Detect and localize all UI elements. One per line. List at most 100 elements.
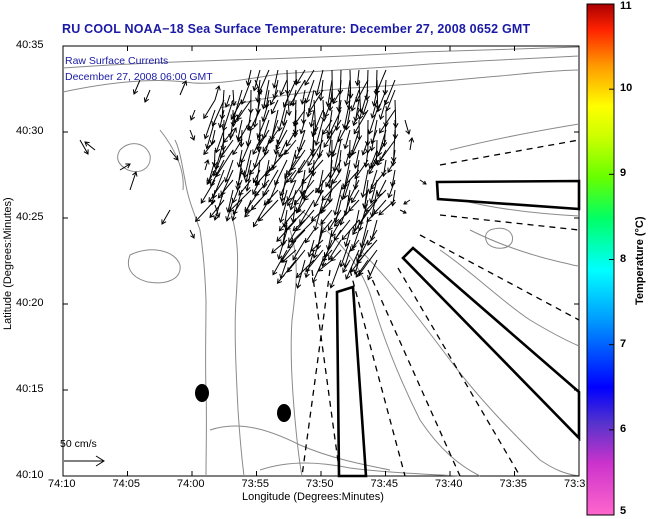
current-vector-head: [83, 149, 89, 155]
current-vector-head: [370, 113, 376, 119]
current-vector: [292, 219, 306, 231]
current-vector-head: [351, 149, 357, 156]
current-vector-head: [203, 113, 209, 120]
current-vector: [211, 189, 216, 205]
current-vector-head: [307, 160, 313, 167]
current-vector-head: [263, 103, 270, 109]
x-tick-label: 73:3: [564, 478, 586, 490]
current-vector: [271, 239, 288, 254]
current-vector-head: [368, 188, 374, 195]
current-vector-head: [350, 106, 356, 112]
current-vector: [249, 109, 261, 131]
current-vector: [262, 99, 270, 122]
colorbar-tick-label: 8: [620, 252, 627, 265]
current-vector: [345, 249, 360, 280]
current-vector: [351, 189, 360, 203]
current-vector-head: [281, 257, 287, 263]
current-vector-head: [323, 112, 330, 118]
current-vector: [275, 129, 288, 150]
shipping-channels: [335, 179, 581, 478]
current-vector: [349, 69, 352, 98]
current-vector: [360, 219, 369, 248]
current-vector: [320, 179, 324, 195]
current-vector: [270, 89, 279, 105]
shoreline-north: [62, 46, 580, 69]
current-vector: [262, 119, 270, 139]
current-vector: [332, 129, 342, 157]
current-vector: [351, 139, 360, 155]
current-vector: [209, 199, 225, 218]
current-vector: [236, 99, 252, 120]
current-vector: [195, 199, 216, 222]
current-vector: [227, 189, 234, 213]
current-vector: [295, 139, 306, 160]
current-vector: [215, 149, 234, 177]
current-vector: [133, 79, 141, 95]
current-vector-head: [355, 272, 361, 278]
colorbar-label: Temperature (°C): [634, 216, 646, 305]
current-vector: [348, 89, 351, 110]
current-vector: [274, 159, 288, 186]
channel-south: [335, 285, 368, 478]
current-vector: [356, 239, 369, 263]
current-vector: [258, 69, 270, 94]
current-vector-head: [290, 178, 296, 184]
x-tick-label: 73:50: [306, 478, 334, 490]
current-vector-head: [378, 210, 384, 216]
contour-south-1: [209, 425, 391, 471]
current-vector-head: [143, 97, 150, 103]
y-axis-label: Latitude (Degrees:Minutes): [2, 197, 14, 330]
current-vector: [354, 159, 360, 190]
current-vector-head: [231, 197, 238, 204]
current-vector: [253, 69, 261, 91]
current-vector-head: [332, 178, 338, 185]
current-vector: [356, 69, 360, 86]
contour-east-1: [439, 249, 580, 347]
current-vector: [233, 89, 243, 118]
current-vector: [386, 89, 396, 111]
current-vector: [222, 119, 225, 150]
current-vector: [262, 129, 279, 152]
current-vector: [332, 89, 342, 104]
current-vector: [313, 189, 324, 207]
current-vector-head: [405, 129, 411, 135]
current-vector: [304, 69, 315, 86]
current-vector: [328, 209, 342, 231]
current-vector: [344, 149, 351, 167]
current-vector-head: [215, 85, 221, 91]
current-vector: [278, 99, 288, 131]
current-vector: [291, 149, 306, 171]
current-vector-head: [232, 149, 238, 156]
current-vector: [211, 129, 216, 145]
current-vector-head: [369, 212, 376, 218]
current-vector: [335, 199, 342, 223]
current-vector: [352, 209, 369, 235]
current-vector-head: [230, 121, 237, 128]
current-vector-head: [374, 103, 381, 110]
current-vector-head: [378, 114, 385, 121]
current-vector-head: [224, 102, 230, 108]
current-vector-head: [292, 225, 298, 232]
current-vector: [353, 109, 360, 126]
current-vector: [129, 171, 137, 191]
current-vector: [219, 109, 225, 128]
current-vectors: [79, 69, 427, 289]
current-vector-head: [248, 125, 255, 132]
current-vector-head: [181, 80, 188, 86]
current-vector: [232, 199, 243, 215]
current-vector: [329, 159, 333, 189]
current-vector: [229, 127, 237, 141]
current-vector: [314, 199, 324, 231]
current-vector-head: [277, 126, 283, 132]
current-vector: [310, 239, 324, 252]
y-tick-label: 40:20: [16, 297, 44, 309]
current-vector: [296, 69, 306, 85]
current-vector-head: [352, 120, 358, 127]
current-vector-head: [209, 212, 215, 219]
current-vector-head: [276, 278, 283, 284]
scale-arrow: [64, 455, 105, 467]
current-vector: [305, 249, 324, 272]
current-vector-head: [278, 151, 284, 158]
current-vector: [200, 179, 216, 204]
contour-blob-3: [485, 227, 514, 249]
